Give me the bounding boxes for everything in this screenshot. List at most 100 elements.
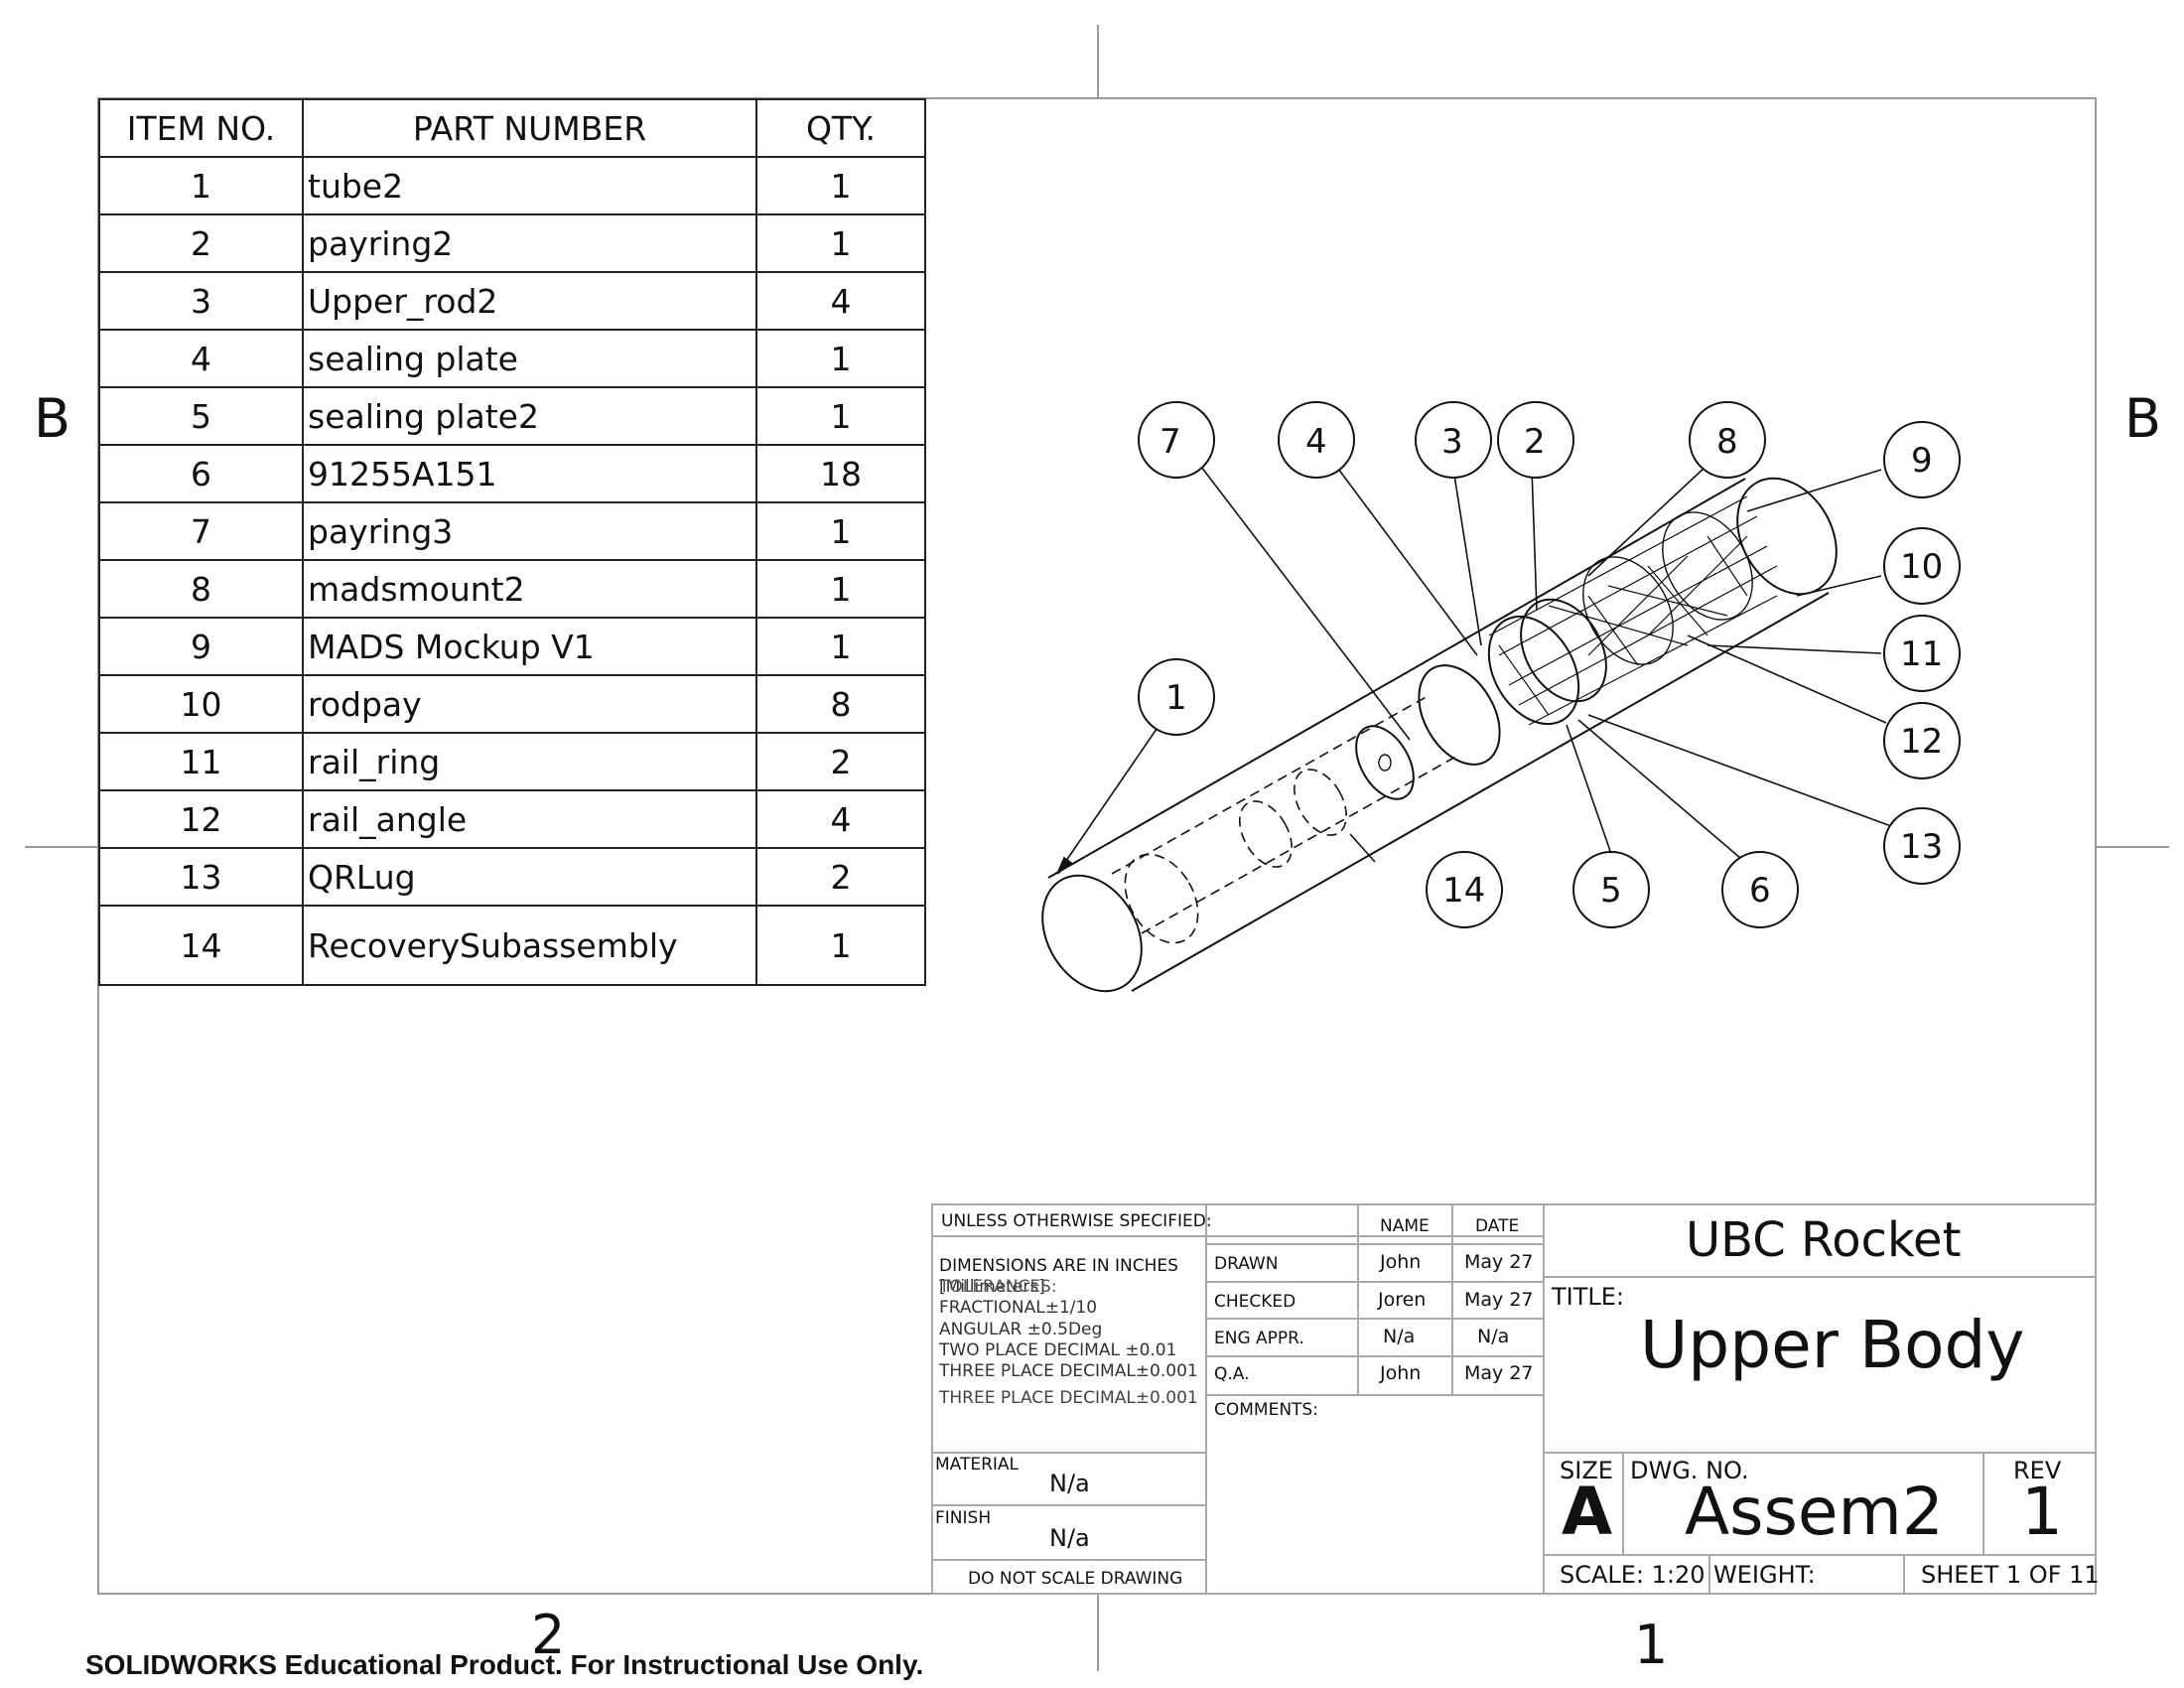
bom-part-number: MADS Mockup V1	[302, 617, 757, 676]
bom-qty: 4	[755, 271, 926, 331]
bom-qty: 1	[755, 329, 926, 388]
bom-item-no: 11	[98, 732, 304, 791]
balloon-13: 13	[1900, 827, 1944, 867]
material-label: MATERIAL	[935, 1455, 1020, 1475]
bom-item-no: 6	[98, 444, 304, 503]
bom-part-number: Upper_rod2	[302, 271, 757, 331]
drawing-title: Upper Body	[1640, 1307, 2025, 1383]
zone-b-right: B	[2124, 387, 2162, 450]
bom-part-number: QRLug	[302, 847, 757, 907]
date-header: DATE	[1475, 1216, 1520, 1236]
bom-item-no: 1	[98, 156, 304, 215]
bom-header-qty: QTY.	[755, 98, 926, 158]
zone-2-bottom: 2	[531, 1604, 566, 1666]
balloon-2: 2	[1524, 422, 1546, 462]
bom-item-no: 2	[98, 213, 304, 273]
bom-row: 12 rail_angle 4	[98, 789, 926, 849]
approval-date: May 27	[1464, 1289, 1534, 1311]
bom-qty: 1	[755, 156, 926, 215]
comments-label: COMMENTS:	[1214, 1400, 1318, 1420]
bom-item-no: 7	[98, 501, 304, 561]
tolerance-line: THREE PLACE DECIMAL±0.001	[939, 1361, 1198, 1381]
bom-item-no: 12	[98, 789, 304, 849]
bom-part-number: payring3	[302, 501, 757, 561]
sheet-number: SHEET 1 OF 11	[1921, 1561, 2100, 1589]
bill-of-materials-table: ITEM NO. PART NUMBER QTY. 1 tube2 1 2 payri…	[98, 98, 926, 986]
bom-part-number: tube2	[302, 156, 757, 215]
company-name: UBC Rocket	[1686, 1212, 1962, 1268]
bom-row: 1 tube2 1	[98, 156, 926, 215]
finish-label: FINISH	[935, 1508, 992, 1528]
approval-role: CHECKED	[1214, 1292, 1297, 1312]
do-not-scale: DO NOT SCALE DRAWING	[968, 1569, 1183, 1589]
bom-qty: 8	[755, 674, 926, 734]
bom-row: 7 payring3 1	[98, 501, 926, 561]
zone-1-bottom: 1	[1634, 1614, 1669, 1676]
bom-qty: 1	[755, 559, 926, 619]
bom-part-number: payring2	[302, 213, 757, 273]
bom-item-no: 9	[98, 617, 304, 676]
approval-name: John	[1380, 1362, 1422, 1384]
bom-qty: 2	[755, 732, 926, 791]
bom-row: 5 sealing plate2 1	[98, 386, 926, 446]
bom-row: 14 RecoverySubassembly 1	[98, 905, 926, 986]
bom-row: 2 payring2 1	[98, 213, 926, 273]
tolerance-line: [Millimeters]	[939, 1277, 1045, 1297]
sheet-size: A	[1562, 1474, 1613, 1550]
rev-label: REV	[2013, 1457, 2062, 1484]
bom-row: 11 rail_ring 2	[98, 732, 926, 791]
bom-row: 3 Upper_rod2 4	[98, 271, 926, 331]
bom-part-number: rodpay	[302, 674, 757, 734]
approval-role: DRAWN	[1214, 1254, 1279, 1274]
bom-header-row: ITEM NO. PART NUMBER QTY.	[98, 98, 926, 158]
balloon-8: 8	[1716, 422, 1738, 462]
bom-row: 8 madsmount2 1	[98, 559, 926, 619]
bom-part-number: 91255A151	[302, 444, 757, 503]
bom-row: 6 91255A151 18	[98, 444, 926, 503]
approval-name: John	[1380, 1251, 1422, 1273]
title-label: TITLE:	[1552, 1283, 1625, 1311]
bom-part-number: madsmount2	[302, 559, 757, 619]
bom-row: 4 sealing plate 1	[98, 329, 926, 388]
tube-assembly	[1041, 477, 1838, 993]
balloon-leaders	[1056, 466, 1892, 875]
size-label: SIZE	[1560, 1457, 1613, 1484]
bom-item-no: 8	[98, 559, 304, 619]
bom-qty: 18	[755, 444, 926, 503]
weight-label: WEIGHT:	[1713, 1561, 1816, 1589]
bom-qty: 1	[755, 905, 926, 986]
bom-qty: 2	[755, 847, 926, 907]
bom-row: 9 MADS Mockup V1 1	[98, 617, 926, 676]
bom-header-item: ITEM NO.	[98, 98, 304, 158]
bom-row: 13 QRLug 2	[98, 847, 926, 907]
bom-item-no: 13	[98, 847, 304, 907]
tolerance-line: TOLERANCES:	[939, 1277, 1057, 1297]
finish-value: N/a	[1049, 1524, 1090, 1552]
approval-date: May 27	[1464, 1251, 1534, 1273]
bom-item-no: 5	[98, 386, 304, 446]
dwg-no-label: DWG. NO.	[1630, 1457, 1749, 1484]
bom-header-part: PART NUMBER	[302, 98, 757, 158]
balloon-12: 12	[1900, 722, 1944, 762]
zone-b-left: B	[34, 387, 71, 450]
balloon-7: 7	[1160, 422, 1181, 462]
bom-qty: 1	[755, 501, 926, 561]
balloon-11: 11	[1900, 634, 1944, 674]
balloon-1: 1	[1165, 678, 1187, 718]
bom-qty: 4	[755, 789, 926, 849]
approval-role: ENG APPR.	[1214, 1329, 1304, 1348]
balloon-10: 10	[1900, 547, 1944, 587]
bom-part-number: sealing plate	[302, 329, 757, 388]
drawing-number: Assem2	[1685, 1474, 1944, 1550]
bom-part-number: rail_ring	[302, 732, 757, 791]
bom-part-number: sealing plate2	[302, 386, 757, 446]
unless-specified: UNLESS OTHERWISE SPECIFIED:	[941, 1211, 1212, 1231]
tolerance-line: TWO PLACE DECIMAL ±0.01	[939, 1340, 1177, 1360]
approval-name: Joren	[1378, 1289, 1427, 1311]
balloon-3: 3	[1441, 422, 1463, 462]
balloon-9: 9	[1911, 441, 1933, 481]
approval-name: N/a	[1383, 1326, 1416, 1347]
solidworks-edu-notice: SOLIDWORKS Educational Product. For Inst…	[85, 1649, 924, 1680]
tolerance-line: THREE PLACE DECIMAL±0.001	[939, 1388, 1198, 1408]
bom-item-no: 14	[98, 905, 304, 986]
